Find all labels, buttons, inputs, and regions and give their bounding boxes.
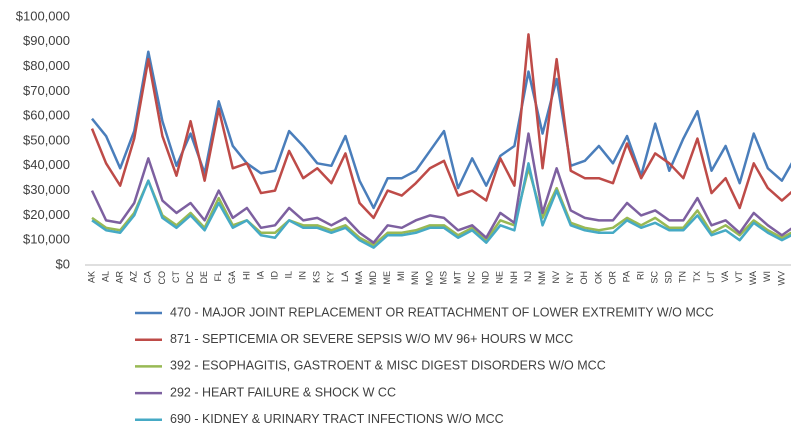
x-tick-label: CO [157,271,167,285]
x-tick-label: ND [481,271,491,284]
y-tick-label: $70,000 [23,83,70,98]
x-tick-label: NV [551,271,561,284]
x-tick-label: LA [340,271,350,282]
x-tick-label: TN [678,271,688,283]
x-tick-label: GA [227,271,237,284]
x-tick-label: NM [537,271,547,285]
x-tick-label: NC [467,271,477,284]
legend-label: 871 - SEPTICEMIA OR SEVERE SEPSIS W/O MV… [170,332,573,346]
x-tick-label: OH [579,271,589,285]
x-tick-label: AK [86,271,96,283]
x-tick-label: WV [776,271,786,286]
y-tick-label: $60,000 [23,108,70,123]
series-line [91,167,791,247]
x-tick-label: WA [748,271,758,285]
x-tick-label: MI [396,271,406,281]
x-tick-label: HI [241,271,251,280]
series-line [91,162,791,249]
x-tick-label: TX [692,271,702,283]
series-line [91,50,791,210]
x-tick-label: NJ [523,271,533,282]
x-tick-label: KY [326,271,336,283]
y-tick-label: $20,000 [23,207,70,222]
y-tick-label: $10,000 [23,232,70,247]
x-tick-label: VA [720,271,730,282]
y-tick-label: $30,000 [23,182,70,197]
x-tick-label: MO [424,271,434,286]
x-tick-label: OK [593,271,603,284]
x-tick-label: ID [269,270,279,280]
series-line [90,33,791,220]
x-tick-label: WI [762,271,772,282]
x-tick-label: IN [298,271,308,280]
x-tick-label: NY [565,271,575,284]
x-tick-label: MA [354,271,364,285]
y-tick-label: $0 [56,256,70,271]
x-tick-label: DC [185,271,195,284]
series-line [90,132,791,244]
x-tick-label: ME [382,271,392,285]
x-tick-label: RI [635,271,645,280]
x-tick-label: CA [143,271,153,284]
x-tick-label: DE [199,271,209,284]
x-tick-label: VT [734,271,744,283]
x-tick-label: MN [410,271,420,285]
legend-label: 392 - ESOPHAGITIS, GASTROENT & MISC DIGE… [170,359,606,373]
x-tick-label: MD [368,271,378,285]
x-tick-label: OR [607,270,617,284]
x-tick-label: AZ [129,271,139,283]
x-tick-label: MT [452,271,462,284]
x-tick-label: MS [438,271,448,285]
y-tick-label: $80,000 [23,58,70,73]
y-tick-label: $50,000 [23,132,70,147]
x-tick-label: IL [283,271,293,279]
x-tick-label: IA [255,271,265,280]
x-tick-label: KS [312,271,322,283]
x-tick-label: FL [213,271,223,282]
x-tick-label: PA [621,271,631,282]
y-tick-label: $40,000 [23,157,70,172]
y-tick-label: $100,000 [16,8,70,23]
y-tick-label: $90,000 [23,33,70,48]
x-tick-label: NH [509,271,519,284]
x-tick-label: AR [115,271,125,284]
x-tick-label: UT [706,271,716,283]
x-tick-label: NE [495,271,505,284]
legend-label: 470 - MAJOR JOINT REPLACEMENT OR REATTAC… [170,305,714,319]
legend-label: 292 - HEART FAILURE & SHOCK W CC [170,385,396,399]
x-tick-label: CT [171,271,181,283]
x-tick-label: SD [664,271,674,284]
x-tick-label: SC [650,271,660,284]
x-tick-label: AL [100,271,110,282]
legend-label: 690 - KIDNEY & URINARY TRACT INFECTIONS … [170,412,504,426]
